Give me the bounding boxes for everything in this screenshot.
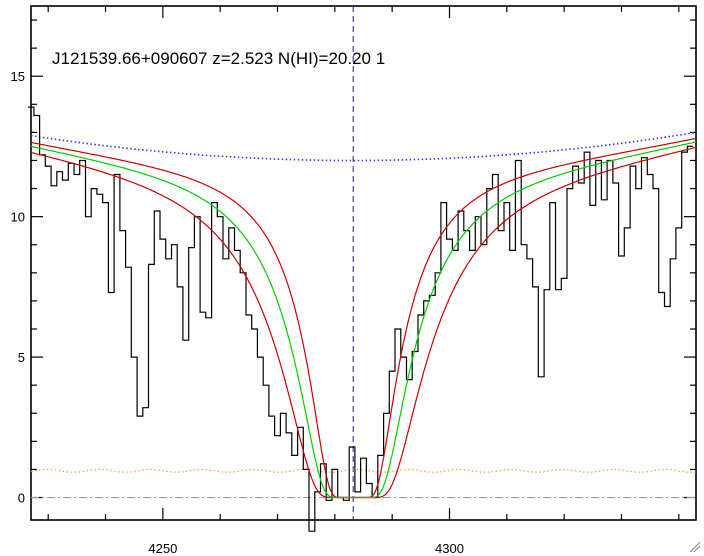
- y-tick-label: 10: [11, 210, 25, 225]
- fit-best-line: [30, 141, 697, 499]
- y-tick-label: 0: [18, 491, 25, 506]
- tick-labels: 0 5 10 15 4250 4300: [11, 69, 464, 556]
- spectrum-series-line: [28, 106, 694, 532]
- continuum-curve: [30, 131, 697, 162]
- y-tick-label: 5: [18, 350, 25, 365]
- axis-ticks: [31, 6, 696, 520]
- y-tick-label: 15: [11, 69, 25, 84]
- plot-frame: [30, 5, 697, 521]
- chart-title: J121539.66+090607 z=2.523 N(HI)=20.20 1: [52, 49, 385, 68]
- x-tick-label: 4250: [148, 541, 177, 556]
- resize-grip[interactable]: [689, 541, 701, 553]
- error-curve: [30, 468, 697, 473]
- x-tick-label: 4300: [435, 541, 464, 556]
